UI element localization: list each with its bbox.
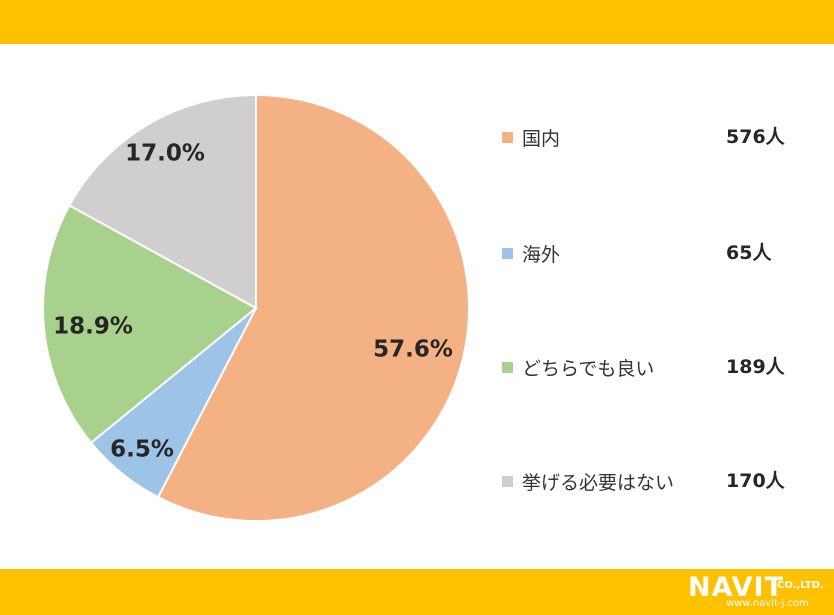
navit-logo: NAVIT CO.,LTD. www.navit-j.com bbox=[688, 572, 828, 612]
legend-swatch bbox=[502, 361, 513, 373]
pie-data-label: 18.9% bbox=[53, 314, 133, 340]
top-accent-bar bbox=[0, 0, 834, 44]
logo-url: www.navit-j.com bbox=[726, 598, 809, 609]
legend-label: 海外 bbox=[522, 243, 561, 266]
legend-swatch bbox=[502, 475, 513, 487]
legend-count: 170人 bbox=[726, 470, 785, 492]
pie-slice-3 bbox=[67, 93, 257, 310]
legend-label: 国内 bbox=[522, 127, 561, 150]
logo-company-suffix: CO.,LTD. bbox=[777, 580, 824, 591]
logo-wordmark: NAVIT bbox=[688, 572, 785, 603]
legend-item-domestic: 国内 bbox=[502, 122, 560, 152]
pie-data-label: 6.5% bbox=[110, 437, 174, 463]
legend-label: どちらでも良い bbox=[522, 357, 655, 380]
legend-item-not-needed: 挙げる必要はない bbox=[502, 466, 674, 496]
legend-count: 189人 bbox=[726, 356, 785, 378]
legend-item-overseas: 海外 bbox=[502, 238, 560, 268]
legend-item-either: どちらでも良い bbox=[502, 352, 654, 382]
bottom-accent-bar bbox=[0, 569, 834, 615]
pie-data-label: 57.6% bbox=[373, 337, 453, 363]
legend-label: 挙げる必要はない bbox=[522, 471, 675, 494]
pie-slice-0 bbox=[156, 93, 470, 522]
legend-count: 576人 bbox=[726, 126, 785, 148]
legend-swatch bbox=[502, 131, 513, 143]
pie-slice-2 bbox=[42, 204, 258, 445]
legend-count: 65人 bbox=[726, 242, 772, 264]
pie-data-label: 17.0% bbox=[125, 141, 205, 167]
legend-swatch bbox=[502, 247, 513, 259]
